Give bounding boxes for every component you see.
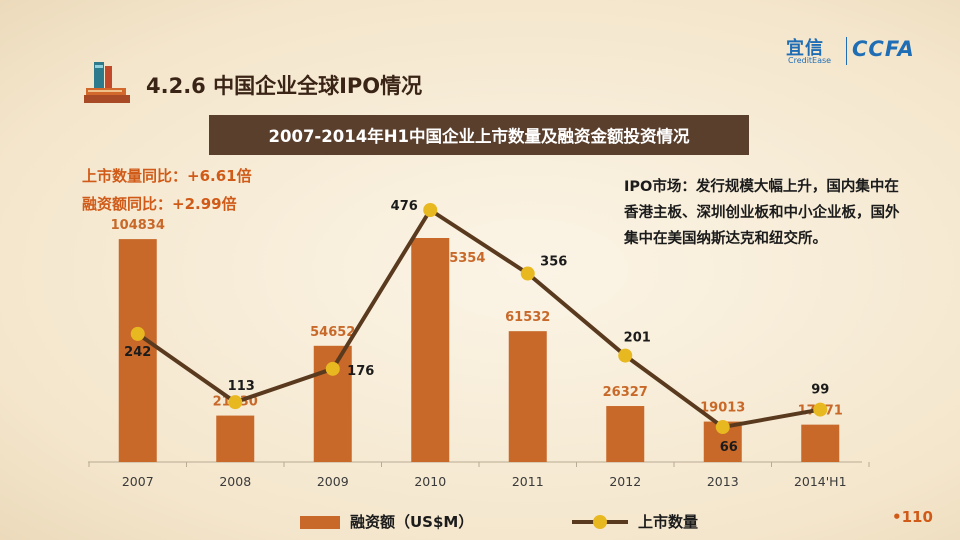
chart-title-banner: 2007-2014年H1中国企业上市数量及融资金额投资情况 (209, 115, 749, 155)
line-point (520, 266, 535, 281)
x-tick-label: 2010 (414, 474, 446, 489)
line-value-label: 113 (228, 379, 255, 394)
bar-value-label: 54652 (310, 325, 355, 340)
bar-value-label: 105354 (431, 251, 485, 266)
legend-bar-label: 融资额（US$M） (350, 513, 474, 531)
line-value-label: 201 (624, 331, 651, 346)
x-tick-label: 2012 (609, 474, 641, 489)
line-point (228, 395, 243, 410)
line-value-label: 66 (720, 440, 738, 455)
financing-yoy-text: 融资额同比：+2.99倍 (82, 195, 237, 213)
x-tick-label: 2013 (707, 474, 739, 489)
logo: 宜信 CreditEase CCFA (786, 34, 936, 68)
x-tick-label: 2007 (122, 474, 154, 489)
bar-value-label: 61532 (505, 310, 550, 325)
legend-line-swatch (572, 515, 628, 529)
section-title: 4.2.6 中国企业全球IPO情况 (146, 74, 423, 98)
logo-cn-text: 宜信 (786, 38, 824, 59)
line-value-label: 176 (347, 364, 374, 379)
x-tick-label: 2014'H1 (794, 474, 847, 489)
line-point (813, 402, 828, 417)
logo-ccfa-text: CCFA (852, 37, 915, 61)
bar (606, 406, 645, 462)
listing-yoy-text: 上市数量同比：+6.61倍 (82, 167, 252, 185)
ipo-market-annotation: IPO市场：发行规模大幅上升，国内集中在香港主板、深圳创业板和中小企业板，国外集… (624, 179, 900, 247)
x-tick-label: 2011 (512, 474, 544, 489)
logo-divider (846, 37, 847, 65)
line-value-label: 356 (540, 255, 567, 270)
bar (801, 424, 840, 462)
bar-value-label: 26327 (603, 385, 648, 400)
page-number: •110 (892, 508, 933, 526)
bar (216, 415, 255, 462)
line-value-label: 242 (124, 345, 151, 360)
line-point (130, 326, 145, 341)
line-point (618, 348, 633, 363)
bar (508, 331, 547, 462)
line-point (325, 361, 340, 376)
bar-value-label: 19013 (700, 401, 745, 416)
legend-line-label: 上市数量 (638, 513, 699, 531)
books-icon (84, 62, 130, 103)
line-point (423, 203, 438, 217)
line-value-label: 476 (391, 199, 418, 214)
bar (118, 239, 157, 462)
line-value-label: 99 (811, 383, 829, 398)
line-series (136, 208, 821, 430)
legend-bar-swatch (300, 516, 340, 529)
logo-en-text: CreditEase (788, 56, 832, 65)
bar (411, 238, 450, 462)
bar-value-label: 104834 (111, 218, 165, 233)
line-point (715, 420, 730, 435)
x-tick-label: 2009 (317, 474, 349, 489)
x-tick-label: 2008 (219, 474, 251, 489)
